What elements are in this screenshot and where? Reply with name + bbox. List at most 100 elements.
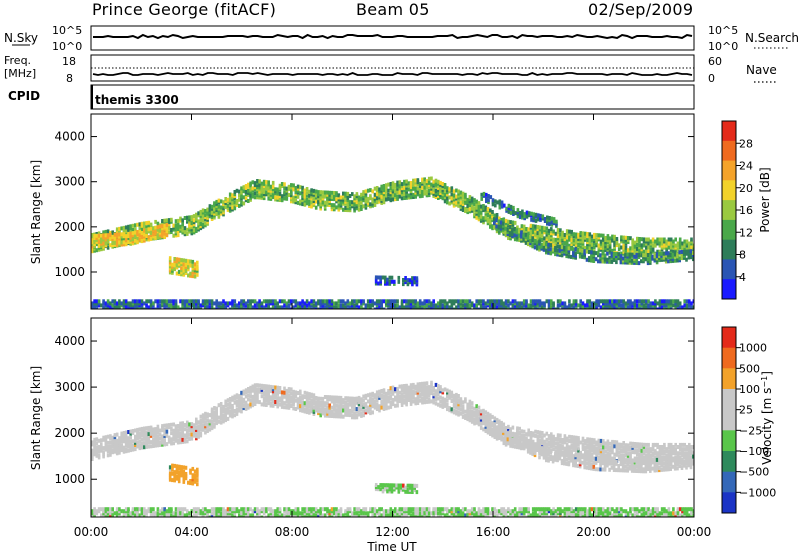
echo-cell: [303, 194, 307, 199]
echo-cell: [253, 393, 257, 398]
echo-cell: [457, 404, 460, 409]
echo-cell: [414, 301, 417, 306]
echo-cell: [479, 299, 483, 304]
echo-cell: [382, 388, 386, 393]
echo-cell: [511, 436, 515, 440]
echo-cell: [457, 189, 460, 194]
echo-cell: [552, 237, 555, 242]
echo-cell: [145, 299, 148, 304]
echo-cell: [136, 432, 139, 437]
echo-cell: [518, 238, 521, 242]
echo-cell: [192, 425, 196, 430]
echo-cell: [524, 232, 528, 237]
echo-cell: [344, 404, 347, 409]
echo-cell: [192, 230, 196, 235]
echo-cell: [461, 199, 465, 204]
echo-cell: [228, 409, 232, 414]
echo-cell: [147, 220, 151, 225]
echo-cell: [576, 248, 580, 252]
echo-cell: [193, 266, 197, 271]
echo-cell: [156, 233, 160, 238]
echo-cell: [312, 407, 316, 412]
echo-cell: [470, 405, 474, 410]
echo-cell: [432, 394, 435, 399]
echo-cell: [95, 248, 99, 253]
echo-cell: [409, 299, 413, 304]
echo-cell: [171, 268, 174, 273]
echo-cell: [124, 432, 128, 437]
echo-cell: [636, 246, 639, 251]
echo-cell: [179, 421, 182, 426]
echo-cell: [231, 205, 234, 210]
echo-cell: [536, 244, 539, 249]
echo-cell: [106, 453, 110, 458]
echo-cell: [536, 301, 540, 306]
echo-cell: [477, 215, 481, 220]
echo-cell: [681, 241, 684, 246]
echo-cell: [484, 207, 488, 212]
echo-cell: [504, 226, 507, 231]
echo-cell: [610, 259, 614, 264]
echo-cell: [122, 225, 126, 230]
echo-cell: [120, 236, 123, 241]
echo-cell: [127, 240, 130, 245]
echo-cell: [475, 299, 478, 304]
echo-cell: [398, 384, 402, 389]
echo-cell: [608, 236, 612, 241]
echo-cell: [375, 188, 379, 193]
echo-cell: [673, 250, 677, 255]
echo-cell: [378, 187, 381, 192]
echo-cell: [154, 435, 157, 440]
echo-cell: [113, 445, 117, 450]
echo-cell: [603, 253, 607, 258]
echo-cell: [379, 279, 382, 284]
echo-cell: [437, 183, 440, 188]
echo-cell: [186, 424, 189, 429]
echo-cell: [210, 204, 214, 209]
echo-cell: [574, 307, 578, 309]
echo-cell: [186, 299, 189, 304]
echo-cell: [527, 430, 530, 435]
echo-cell: [189, 263, 192, 268]
echo-cell: [547, 242, 550, 247]
echo-cell: [222, 413, 225, 418]
echo-cell: [339, 408, 343, 413]
echo-cell: [515, 228, 519, 233]
echo-cell: [292, 195, 295, 200]
echo-cell: [446, 192, 449, 197]
echo-cell: [541, 435, 544, 440]
echo-cell: [136, 299, 139, 304]
echo-cell: [437, 390, 440, 395]
echo-cell: [608, 299, 612, 304]
echo-cell: [518, 435, 521, 440]
echo-cell: [398, 194, 402, 199]
echo-cell: [404, 278, 407, 283]
echo-cell: [531, 224, 535, 229]
echo-cell: [678, 243, 682, 248]
echo-cell: [509, 307, 512, 309]
echo-cell: [109, 452, 112, 457]
echo-cell: [378, 389, 381, 394]
echo-cell: [305, 191, 309, 196]
echo-cell: [222, 417, 225, 422]
echo-cell: [554, 445, 558, 450]
echo-cell: [348, 301, 352, 306]
echo-cell: [543, 439, 546, 444]
echo-cell: [620, 235, 623, 240]
echo-cell: [249, 394, 252, 399]
echo-cell: [371, 398, 374, 402]
echo-cell: [448, 195, 451, 200]
echo-cell: [326, 409, 329, 414]
echo-cell: [186, 231, 189, 236]
echo-cell: [226, 406, 230, 411]
echo-cell: [446, 198, 449, 203]
echo-cell: [484, 301, 488, 306]
echo-cell: [182, 262, 186, 267]
echo-cell: [556, 437, 560, 442]
echo-cell: [504, 305, 508, 309]
echo-cell: [665, 243, 668, 248]
echo-cell: [541, 225, 544, 230]
echo-cell: [504, 218, 508, 223]
echo-cell: [314, 396, 318, 400]
echo-cell: [581, 231, 585, 236]
